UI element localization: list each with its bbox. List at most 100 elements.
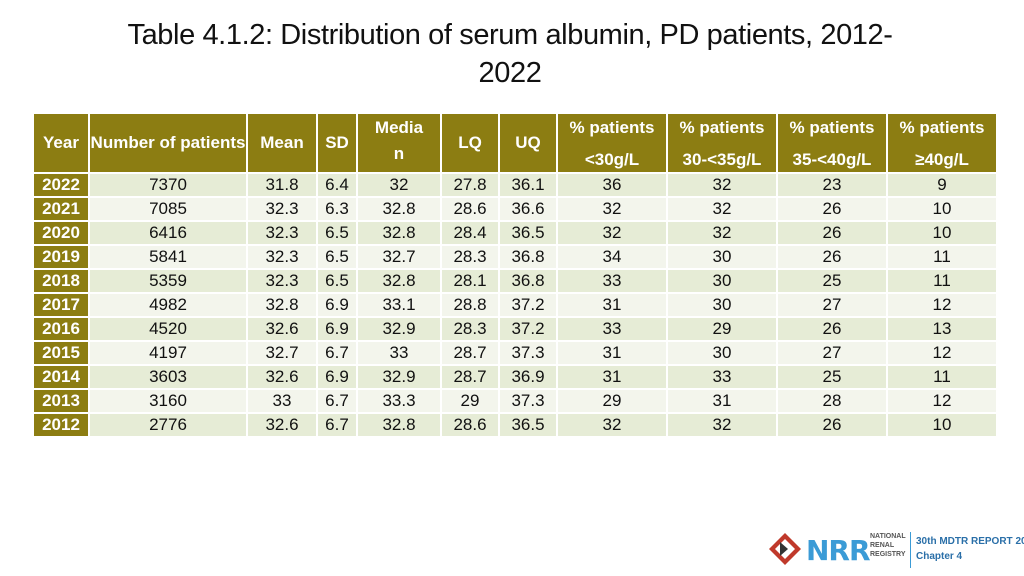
- table-row: 2012 2776 32.6 6.7 32.8 28.6 36.5 32 32 26 10: [32, 412, 998, 438]
- cell-uq: 36.9: [498, 364, 558, 390]
- cell-lq: 28.4: [440, 220, 500, 246]
- report-label: 30th MDTR REPORT 2022 Chapter 4: [916, 534, 1024, 564]
- cell-pct-30-35: 31: [666, 388, 778, 414]
- cell-uq: 36.8: [498, 268, 558, 294]
- cell-year: 2020: [32, 220, 90, 246]
- cell-pct-40-plus: 10: [886, 220, 998, 246]
- nrr-logo-text: NRR: [806, 534, 871, 567]
- cell-pct-30-35: 30: [666, 292, 778, 318]
- cell-lq: 28.1: [440, 268, 500, 294]
- table-row: 2013 3160 33 6.7 33.3 29 37.3 29 31 28 12: [32, 388, 998, 414]
- cell-pct-under-30: 34: [556, 244, 668, 270]
- cell-number-of-patients: 4982: [88, 292, 248, 318]
- cell-pct-40-plus: 12: [886, 340, 998, 366]
- registry-line-3: REGISTRY: [870, 551, 906, 558]
- cell-pct-35-40: 26: [776, 196, 888, 222]
- cell-pct-40-plus: 10: [886, 196, 998, 222]
- cell-pct-40-plus: 12: [886, 388, 998, 414]
- cell-pct-30-35: 32: [666, 172, 778, 198]
- header-pct-40-plus-line1: % patients: [899, 118, 985, 137]
- cell-lq: 28.7: [440, 364, 500, 390]
- cell-pct-40-plus: 10: [886, 412, 998, 438]
- cell-pct-35-40: 25: [776, 268, 888, 294]
- header-median: Media n: [356, 112, 442, 174]
- cell-pct-under-30: 31: [556, 340, 668, 366]
- cell-mean: 32.3: [246, 244, 318, 270]
- report-title: 30th MDTR REPORT 2022: [916, 536, 1024, 547]
- header-median-line2: n: [393, 144, 405, 163]
- cell-median: 32.8: [356, 268, 442, 294]
- title-line-2: 2022: [478, 57, 542, 89]
- cell-pct-40-plus: 11: [886, 364, 998, 390]
- cell-lq: 29: [440, 388, 500, 414]
- header-number-of-patients: Number of patients: [88, 112, 248, 174]
- table-row: 2022 7370 31.8 6.4 32 27.8 36.1 36 32 23 9: [32, 172, 998, 198]
- cell-pct-40-plus: 9: [886, 172, 998, 198]
- cell-mean: 32.3: [246, 220, 318, 246]
- cell-median: 32.8: [356, 220, 442, 246]
- header-mean: Mean: [246, 112, 318, 174]
- cell-sd: 6.5: [316, 244, 358, 270]
- cell-number-of-patients: 4197: [88, 340, 248, 366]
- cell-pct-30-35: 30: [666, 244, 778, 270]
- table-body: 2022 7370 31.8 6.4 32 27.8 36.1 36 32 23 9 2021 7085…: [32, 172, 998, 438]
- cell-year: 2019: [32, 244, 90, 270]
- cell-pct-35-40: 27: [776, 292, 888, 318]
- cell-median: 33: [356, 340, 442, 366]
- registry-line-2: RENAL: [870, 542, 895, 549]
- table-row: 2017 4982 32.8 6.9 33.1 28.8 37.2 31 30 27 12: [32, 292, 998, 318]
- cell-pct-under-30: 31: [556, 292, 668, 318]
- cell-uq: 36.5: [498, 220, 558, 246]
- cell-uq: 36.1: [498, 172, 558, 198]
- cell-year: 2016: [32, 316, 90, 342]
- cell-pct-35-40: 23: [776, 172, 888, 198]
- cell-mean: 32.6: [246, 412, 318, 438]
- cell-pct-40-plus: 12: [886, 292, 998, 318]
- cell-lq: 28.3: [440, 316, 500, 342]
- header-pct-35-40: % patients 35-<40g/L: [776, 112, 888, 174]
- cell-median: 32.7: [356, 244, 442, 270]
- header-pct-under-30-line1: % patients: [569, 118, 655, 137]
- report-chapter: Chapter 4: [916, 551, 963, 562]
- cell-pct-under-30: 32: [556, 196, 668, 222]
- cell-lq: 28.7: [440, 340, 500, 366]
- cell-sd: 6.4: [316, 172, 358, 198]
- cell-sd: 6.9: [316, 292, 358, 318]
- cell-sd: 6.7: [316, 412, 358, 438]
- cell-year: 2013: [32, 388, 90, 414]
- header-pct-30-35: % patients 30-<35g/L: [666, 112, 778, 174]
- cell-sd: 6.5: [316, 220, 358, 246]
- header-uq: UQ: [498, 112, 558, 174]
- table-row: 2018 5359 32.3 6.5 32.8 28.1 36.8 33 30 25 11: [32, 268, 998, 294]
- cell-lq: 28.6: [440, 412, 500, 438]
- cell-number-of-patients: 2776: [88, 412, 248, 438]
- cell-pct-under-30: 32: [556, 220, 668, 246]
- header-year: Year: [32, 112, 90, 174]
- registry-line-1: NATIONAL: [870, 533, 906, 540]
- cell-year: 2018: [32, 268, 90, 294]
- cell-uq: 36.6: [498, 196, 558, 222]
- cell-mean: 32.3: [246, 196, 318, 222]
- cell-number-of-patients: 5841: [88, 244, 248, 270]
- cell-pct-35-40: 26: [776, 316, 888, 342]
- cell-pct-40-plus: 11: [886, 268, 998, 294]
- cell-year: 2021: [32, 196, 90, 222]
- table-row: 2015 4197 32.7 6.7 33 28.7 37.3 31 30 27 12: [32, 340, 998, 366]
- header-pct-35-40-line2: 35-<40g/L: [792, 150, 872, 169]
- header-pct-40-plus: % patients ≥40g/L: [886, 112, 998, 174]
- cell-year: 2012: [32, 412, 90, 438]
- header-median-line1: Media: [374, 118, 424, 137]
- cell-median: 32.8: [356, 196, 442, 222]
- cell-pct-30-35: 32: [666, 196, 778, 222]
- cell-mean: 32.6: [246, 364, 318, 390]
- table-row: 2020 6416 32.3 6.5 32.8 28.4 36.5 32 32 26 10: [32, 220, 998, 246]
- cell-sd: 6.7: [316, 388, 358, 414]
- cell-mean: 32.8: [246, 292, 318, 318]
- header-pct-30-35-line2: 30-<35g/L: [682, 150, 762, 169]
- cell-sd: 6.9: [316, 316, 358, 342]
- cell-pct-30-35: 33: [666, 364, 778, 390]
- table-row: 2016 4520 32.6 6.9 32.9 28.3 37.2 33 29 26 13: [32, 316, 998, 342]
- table-header-row: Year Number of patients Mean SD Media n …: [32, 112, 998, 174]
- cell-pct-under-30: 33: [556, 316, 668, 342]
- cell-lq: 28.6: [440, 196, 500, 222]
